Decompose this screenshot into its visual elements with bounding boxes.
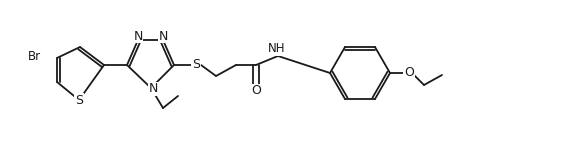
Text: NH: NH	[268, 42, 286, 55]
Text: S: S	[192, 59, 200, 72]
Text: N: N	[148, 82, 158, 95]
Text: N: N	[158, 29, 168, 42]
Text: N: N	[134, 29, 143, 42]
Text: S: S	[75, 93, 83, 106]
Text: O: O	[251, 85, 261, 98]
Text: O: O	[404, 66, 414, 80]
Text: Br: Br	[28, 49, 41, 62]
